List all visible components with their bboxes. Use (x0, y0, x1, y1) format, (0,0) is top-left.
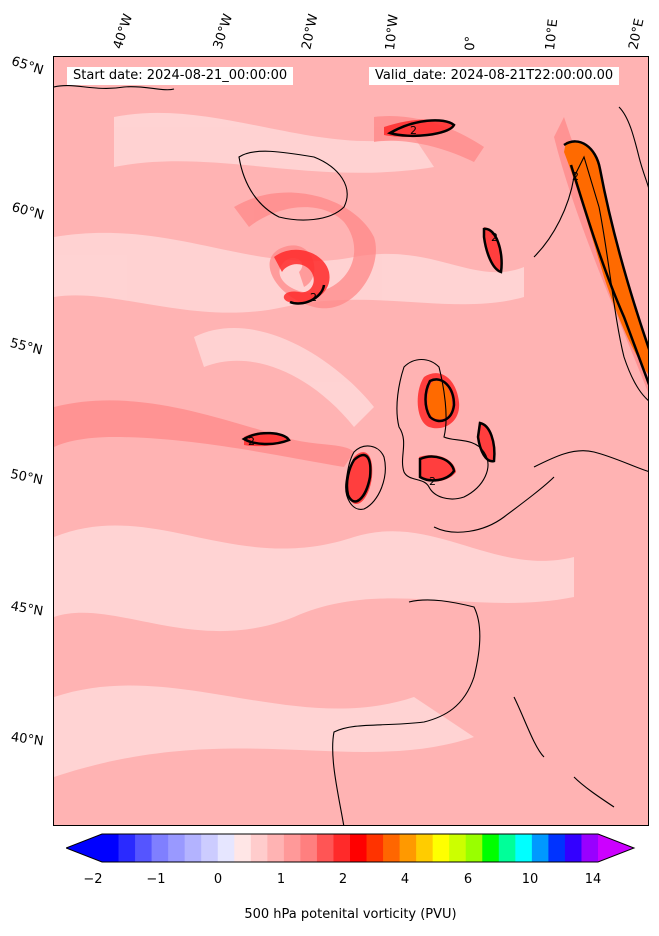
lat-label-55n: 55°N (8, 336, 44, 359)
colorbar-cell (366, 834, 384, 862)
colorbar-tick: 2 (338, 872, 348, 887)
lon-label-40w: 40°W (110, 12, 137, 51)
colorbar-over-arrow (598, 834, 634, 862)
colorbar-cell (333, 834, 351, 862)
colorbar-cell (316, 834, 334, 862)
colorbar-cell (399, 834, 417, 862)
contour-label: 2 (572, 170, 579, 183)
lon-label-20w: 20°W (299, 12, 322, 51)
colorbar-cell (498, 834, 516, 862)
contour-label: 2 (491, 231, 498, 244)
colorbar-tick: 10 (521, 872, 539, 887)
colorbar-cell (531, 834, 549, 862)
lat-label-45n: 45°N (9, 599, 45, 620)
colorbar-cell (135, 834, 153, 862)
lat-label-40n: 40°N (9, 730, 45, 750)
colorbar-tick: 6 (463, 872, 473, 887)
valid-date-label: Valid_date: 2024-08-21T22:00:00.00 (369, 67, 620, 85)
colorbar-cell (449, 834, 467, 862)
lon-label-30w: 30°W (210, 12, 237, 51)
pv-field-map: 2 2 2 2 2 2 (54, 57, 648, 825)
colorbar-cell (184, 834, 202, 862)
coastlines (54, 85, 648, 825)
colorbar-cell (465, 834, 483, 862)
colorbar-cell (217, 834, 235, 862)
start-date-label: Start date: 2024-08-21_00:00:00 (67, 67, 294, 85)
colorbar-cell (267, 834, 285, 862)
colorbar-cell (564, 834, 582, 862)
colorbar-cell (118, 834, 136, 862)
contour-label: 2 (310, 291, 317, 304)
colorbar (66, 833, 636, 863)
colorbar-cell (416, 834, 434, 862)
lat-label-65n: 65°N (9, 54, 46, 79)
contour-label: 2 (248, 435, 255, 448)
pv-2-contours (241, 119, 648, 503)
low-pv-streaks (54, 112, 574, 777)
colorbar-cell (300, 834, 318, 862)
colorbar-tick: 1 (276, 872, 286, 887)
colorbar-cell (168, 834, 186, 862)
contour-label: 2 (429, 475, 436, 488)
lat-label-50n: 50°N (8, 467, 45, 489)
colorbar-tick: 4 (400, 872, 410, 887)
colorbar-tick: 0 (213, 872, 223, 887)
colorbar-tick: 14 (584, 872, 602, 887)
colorbar-cells (102, 834, 599, 862)
colorbar-title: 500 hPa potenital vorticity (PVU) (244, 907, 457, 922)
lon-label-0: 0° (463, 35, 479, 51)
colorbar-cell (548, 834, 566, 862)
colorbar-cell (350, 834, 368, 862)
colorbar-cell (250, 834, 268, 862)
colorbar-cell (151, 834, 169, 862)
colorbar-cell (201, 834, 219, 862)
colorbar-cell (383, 834, 401, 862)
colorbar-cell (283, 834, 301, 862)
lon-label-10w: 10°W (383, 13, 402, 52)
colorbar-tick: −2 (83, 872, 103, 887)
contour-label: 2 (410, 124, 417, 137)
colorbar-tick: −1 (146, 872, 166, 887)
colorbar-cell (432, 834, 450, 862)
lon-label-10e: 10°E (543, 18, 562, 52)
colorbar-cell (515, 834, 533, 862)
colorbar-cell (482, 834, 500, 862)
colorbar-cell (102, 834, 120, 862)
lon-label-20e: 20°E (626, 17, 648, 52)
map-panel: 2 2 2 2 2 2 (53, 56, 649, 826)
colorbar-under-arrow (66, 834, 102, 862)
contour-labels: 2 2 2 2 2 2 (248, 124, 579, 488)
lat-label-60n: 60°N (9, 200, 46, 224)
colorbar-cell (234, 834, 252, 862)
colorbar-outline (66, 833, 636, 863)
colorbar-cell (581, 834, 599, 862)
